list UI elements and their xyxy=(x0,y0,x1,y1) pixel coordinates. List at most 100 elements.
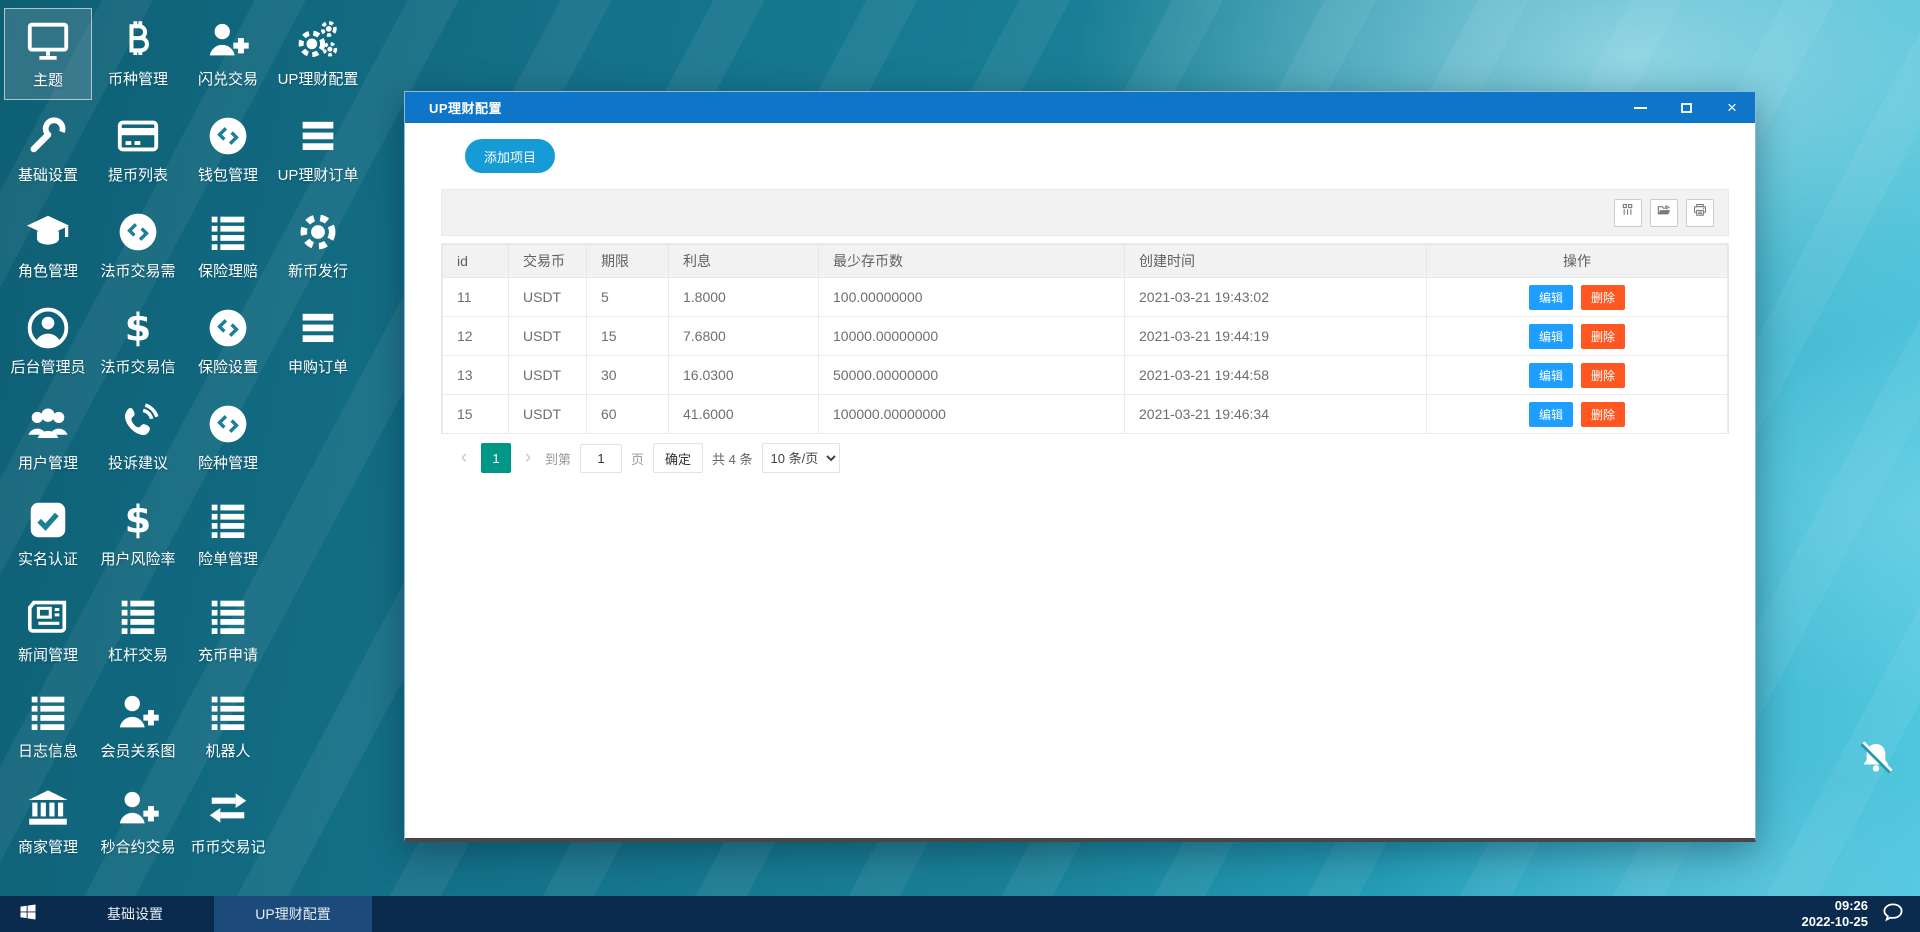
desktop-icon-主题[interactable]: 主题 xyxy=(4,8,92,100)
delete-button[interactable]: 删除 xyxy=(1581,284,1626,310)
window-titlebar[interactable]: UP理财配置 × xyxy=(405,92,1755,123)
desktop-icon-申购订单[interactable]: 申购订单 xyxy=(274,296,362,388)
table-cell: 100000.00000000 xyxy=(818,394,1125,434)
total-count-label: 共 4 条 xyxy=(712,451,753,467)
desktop-icon-后台管理员[interactable]: 后台管理员 xyxy=(4,296,92,388)
page-size-select[interactable]: 10 条/页 xyxy=(761,443,840,473)
desktop-icon-闪兑交易[interactable]: 闪兑交易 xyxy=(184,8,272,100)
print-button[interactable] xyxy=(1686,198,1714,227)
desktop-icon-法币交易需[interactable]: 法币交易需 xyxy=(94,200,182,292)
phone-icon xyxy=(114,400,162,448)
taskbar-item-UP理财配置[interactable]: UP理财配置 xyxy=(214,896,372,932)
table-cell: USDT xyxy=(508,277,587,317)
desktop-icon-角色管理[interactable]: 角色管理 xyxy=(4,200,92,292)
desktop-icon-实名认证[interactable]: 实名认证 xyxy=(4,488,92,580)
confirm-button[interactable]: 确定 xyxy=(653,443,704,473)
desktop-icon-钱包管理[interactable]: 钱包管理 xyxy=(184,104,272,196)
desktop-icon-杠杆交易[interactable]: 杠杆交易 xyxy=(94,584,182,676)
bell-slash-icon xyxy=(1856,741,1896,782)
clock-date: 2022-10-25 xyxy=(1801,914,1869,929)
taskbar-clock[interactable]: 09:26 2022-10-25 xyxy=(1802,898,1869,931)
table-cell: 41.6000 xyxy=(668,394,819,434)
desktop-icon-日志信息[interactable]: 日志信息 xyxy=(4,680,92,772)
edit-button[interactable]: 编辑 xyxy=(1528,401,1573,427)
table-cell: 7.6800 xyxy=(668,316,819,356)
desktop-icon-保险设置[interactable]: 保险设置 xyxy=(184,296,272,388)
desktop-icon-label: 保险设置 xyxy=(197,359,258,376)
desktop-icon-商家管理[interactable]: 商家管理 xyxy=(4,776,92,868)
export-button[interactable] xyxy=(1650,198,1678,227)
desktop-icon-label: 充币申请 xyxy=(197,647,258,664)
desktop-icon-label: 投诉建议 xyxy=(107,455,168,472)
user-plus-icon xyxy=(204,16,252,64)
window-body: 添加项目 id 交易币 期限 利息 最少存币数 创建时间 操作 11 USDT 5 1.8000 1… xyxy=(405,123,1755,838)
desktop-icon-UP理财订单[interactable]: UP理财订单 xyxy=(274,104,362,196)
desktop-icon-基础设置[interactable]: 基础设置 xyxy=(4,104,92,196)
table-cell: 13 xyxy=(442,355,509,395)
desktop-icon-label: 用户风险率 xyxy=(100,551,176,568)
user-plus-icon xyxy=(114,784,162,832)
column-header-创建时间: 创建时间 xyxy=(1124,244,1427,278)
desktop-icon-秒合约交易[interactable]: 秒合约交易 xyxy=(94,776,182,868)
chat-button[interactable] xyxy=(1880,901,1906,927)
desktop-icon-提币列表[interactable]: 提币列表 xyxy=(94,104,182,196)
edit-button[interactable]: 编辑 xyxy=(1528,284,1573,310)
gear-icon xyxy=(294,208,342,256)
add-item-button[interactable]: 添加项目 xyxy=(465,139,556,173)
start-button[interactable] xyxy=(0,896,56,932)
goto-page-input[interactable] xyxy=(580,443,623,473)
notifications-muted-button[interactable] xyxy=(1856,738,1896,778)
desktop-icon-保险理赔[interactable]: 保险理赔 xyxy=(184,200,272,292)
list-icon xyxy=(204,688,252,736)
desktop-icon-币种管理[interactable]: 币种管理 xyxy=(94,8,182,100)
next-page-button[interactable]: › xyxy=(524,447,532,468)
desktop-icon-UP理财配置[interactable]: UP理财配置 xyxy=(274,8,362,100)
desktop-icon-机器人[interactable]: 机器人 xyxy=(184,680,272,772)
empty-grid-cell xyxy=(274,488,364,584)
delete-button[interactable]: 删除 xyxy=(1581,323,1626,349)
maximize-button[interactable] xyxy=(1663,92,1709,123)
desktop-icon-grid: 主题 基础设置 角色管理 后台管理员 用户管理 实名认证 新闻管理 日志信息商家管理 币种管理提… xyxy=(4,8,364,872)
windows-logo-icon xyxy=(18,902,38,927)
desktop-icon-label: 商家管理 xyxy=(17,839,78,856)
goto-suffix-label: 页 xyxy=(631,451,645,467)
actions-cell: 编辑 删除 xyxy=(1426,394,1728,434)
desktop-icon-label: 闪兑交易 xyxy=(197,71,258,88)
table-cell: USDT xyxy=(508,316,587,356)
table-row: 15 USDT 60 41.6000 100000.00000000 2021-03-21… xyxy=(442,394,1728,434)
edit-button[interactable]: 编辑 xyxy=(1528,362,1573,388)
close-icon: × xyxy=(1727,98,1737,117)
desktop-icon-新闻管理[interactable]: 新闻管理 xyxy=(4,584,92,676)
delete-button[interactable]: 删除 xyxy=(1581,362,1626,388)
actions-cell: 编辑 删除 xyxy=(1426,316,1728,356)
desktop-icon-投诉建议[interactable]: 投诉建议 xyxy=(94,392,182,484)
desktop-icon-险种管理[interactable]: 险种管理 xyxy=(184,392,272,484)
table-header-row: id 交易币 期限 利息 最少存币数 创建时间 操作 xyxy=(442,244,1728,278)
page-1-button[interactable]: 1 xyxy=(481,443,511,473)
desktop-icon-label: 法币交易信 xyxy=(100,359,176,376)
empty-grid-cell xyxy=(274,680,364,776)
desktop-icon-币币交易记[interactable]: 币币交易记 xyxy=(184,776,272,868)
edit-button[interactable]: 编辑 xyxy=(1528,323,1573,349)
desktop-icon-险单管理[interactable]: 险单管理 xyxy=(184,488,272,580)
prev-page-button[interactable]: ‹ xyxy=(460,447,468,468)
empty-grid-cell xyxy=(274,776,364,872)
close-button[interactable]: × xyxy=(1709,92,1755,123)
desktop-icon-用户风险率[interactable]: $ 用户风险率 xyxy=(94,488,182,580)
columns-toggle-button[interactable] xyxy=(1614,198,1642,227)
coin-icon xyxy=(204,400,252,448)
column-header-期限: 期限 xyxy=(586,244,669,278)
desktop-icon-新币发行[interactable]: 新币发行 xyxy=(274,200,362,292)
desktop-icon-法币交易信[interactable]: $ 法币交易信 xyxy=(94,296,182,388)
gears-icon xyxy=(294,16,342,64)
desktop-icon-用户管理[interactable]: 用户管理 xyxy=(4,392,92,484)
delete-button[interactable]: 删除 xyxy=(1581,401,1626,427)
taskbar-item-基础设置[interactable]: 基础设置 xyxy=(107,906,163,922)
bank-icon xyxy=(24,784,72,832)
coin-icon xyxy=(114,208,162,256)
minimize-button[interactable] xyxy=(1617,92,1663,123)
desktop-icon-充币申请[interactable]: 充币申请 xyxy=(184,584,272,676)
newspaper-icon xyxy=(24,592,72,640)
clock-time: 09:26 xyxy=(1834,897,1868,913)
desktop-icon-会员关系图[interactable]: 会员关系图 xyxy=(94,680,182,772)
